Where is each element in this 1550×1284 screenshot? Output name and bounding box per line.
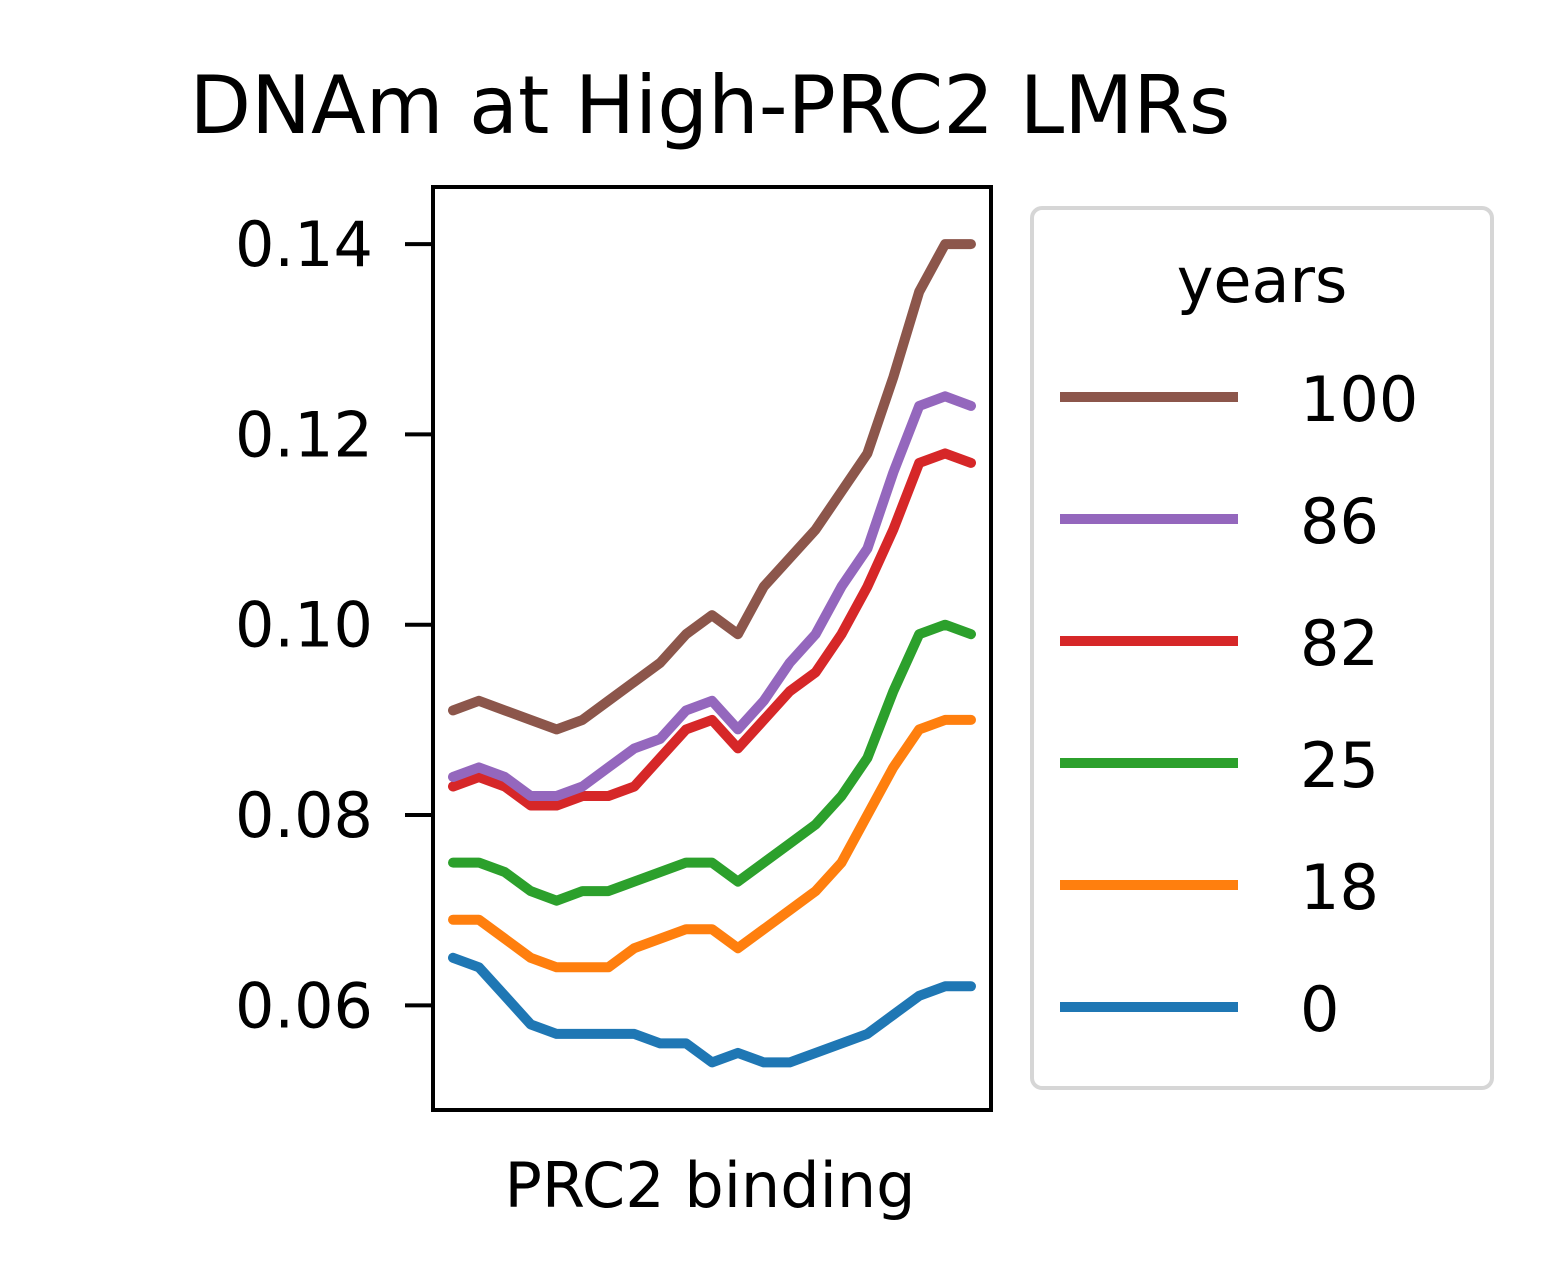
plot-area: 0.06 0.08 0.10 0.12 0.14 xyxy=(235,185,993,1112)
legend-label-82: 82 xyxy=(1300,607,1379,680)
y-tick-label: 0.12 xyxy=(235,398,373,471)
legend-label-18: 18 xyxy=(1300,851,1379,924)
y-tick-label: 0.14 xyxy=(235,208,373,281)
legend-title: years xyxy=(1177,244,1348,317)
y-axis-ticks: 0.06 0.08 0.10 0.12 0.14 xyxy=(235,208,433,1042)
series-line-82 xyxy=(448,448,976,811)
series-layer xyxy=(448,239,976,1068)
legend-label-0: 0 xyxy=(1300,973,1339,1046)
series-line-100 xyxy=(448,239,976,735)
chart-title: DNAm at High-PRC2 LMRs xyxy=(190,59,1231,152)
legend: years 100 86 82 25 18 0 xyxy=(1030,206,1494,1090)
axes-frame xyxy=(431,185,993,1112)
series-line-18 xyxy=(448,714,976,973)
series-line-0 xyxy=(448,952,976,1068)
y-tick-label: 0.06 xyxy=(235,969,373,1042)
legend-label-86: 86 xyxy=(1300,485,1379,558)
legend-items: 100 86 82 25 18 0 xyxy=(1060,363,1418,1046)
legend-label-25: 25 xyxy=(1300,729,1379,802)
series-line-25 xyxy=(448,619,976,906)
y-tick-label: 0.08 xyxy=(235,779,373,852)
series-line-86 xyxy=(448,391,976,801)
y-tick-label: 0.10 xyxy=(235,589,373,662)
legend-label-100: 100 xyxy=(1300,363,1418,436)
legend-frame xyxy=(1030,206,1494,1090)
x-axis-label: PRC2 binding xyxy=(505,1149,916,1222)
